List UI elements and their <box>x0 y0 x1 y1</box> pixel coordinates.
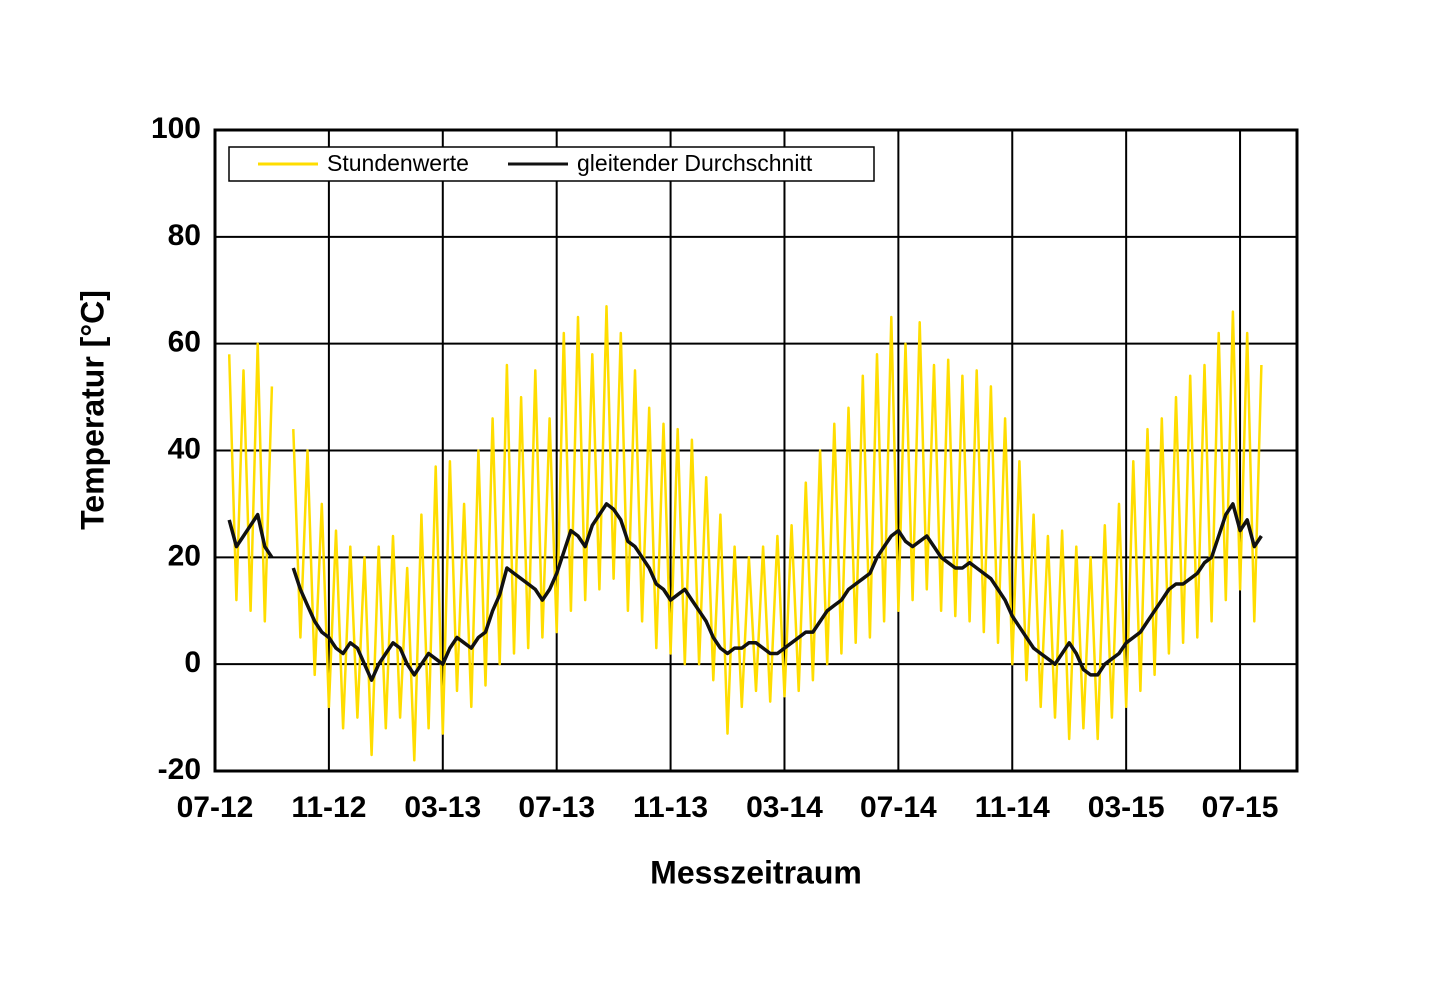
y-tick-label: 100 <box>151 112 201 145</box>
x-axis-title: Messzeitraum <box>650 854 862 890</box>
x-tick-label: 07-13 <box>518 791 595 824</box>
series-line <box>227 305 1263 762</box>
legend-label: Stundenwerte <box>327 150 469 176</box>
y-tick-label: 40 <box>168 432 201 465</box>
y-axis-title: Temperatur [°C] <box>74 290 110 530</box>
y-tick-label: 80 <box>168 219 201 252</box>
y-tick-label: 0 <box>184 646 201 679</box>
series-line <box>227 502 1263 682</box>
x-tick-label: 07-14 <box>860 791 937 824</box>
x-tick-label: 11-14 <box>975 791 1050 824</box>
legend-label: gleitender Durchschnitt <box>577 150 813 176</box>
x-tick-label: 07-15 <box>1202 791 1279 824</box>
x-tick-label: 03-14 <box>746 791 823 824</box>
x-tick-label: 03-15 <box>1088 791 1165 824</box>
y-tick-label: 20 <box>168 539 201 572</box>
y-tick-label: 60 <box>168 326 201 359</box>
x-tick-label: 03-13 <box>404 791 481 824</box>
plot-frame <box>213 128 1299 773</box>
x-tick-label: 11-12 <box>291 791 366 824</box>
x-tick-label: 07-12 <box>177 791 254 824</box>
x-tick-label: 11-13 <box>633 791 708 824</box>
y-tick-label: -20 <box>158 753 201 786</box>
